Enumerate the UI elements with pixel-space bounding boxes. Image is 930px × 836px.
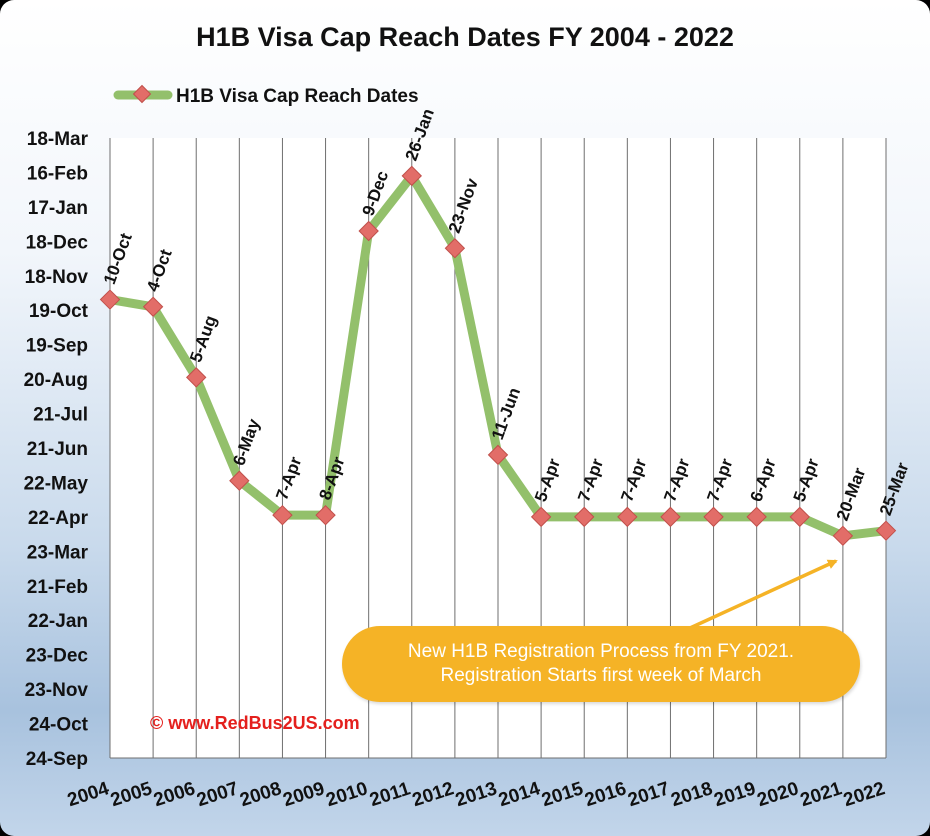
chart-title: H1B Visa Cap Reach Dates FY 2004 - 2022 xyxy=(196,22,734,52)
y-tick-label: 18-Mar xyxy=(27,129,89,150)
x-tick-label: 2016 xyxy=(582,778,629,811)
data-point-2004 xyxy=(99,289,121,310)
data-point-2011 xyxy=(401,165,422,187)
y-tick-label: 18-Dec xyxy=(26,232,89,253)
data-point-2008 xyxy=(272,504,293,526)
y-tick-label: 21-Jun xyxy=(27,439,88,460)
data-point-2015 xyxy=(574,506,595,528)
data-point-2007 xyxy=(229,470,250,491)
x-tick-label: 2004 xyxy=(65,778,112,811)
x-tick-label: 2010 xyxy=(324,778,371,811)
x-tick-label: 2020 xyxy=(755,778,802,811)
data-point-2022 xyxy=(875,520,897,541)
data-point-2012 xyxy=(444,238,466,259)
y-tick-label: 17-Jan xyxy=(28,198,88,219)
x-tick-label: 2018 xyxy=(669,778,716,811)
callout-note: New H1B Registration Process from FY 202… xyxy=(342,626,860,702)
x-tick-label: 2014 xyxy=(496,778,543,811)
x-tick-label: 2005 xyxy=(108,778,155,811)
y-tick-label: 22-Apr xyxy=(28,508,89,529)
callout-line-1: New H1B Registration Process from FY 202… xyxy=(407,641,795,662)
x-tick-label: 2017 xyxy=(625,778,672,811)
y-tick-label: 23-Dec xyxy=(26,646,89,667)
data-point-2006 xyxy=(186,367,207,388)
data-point-2016 xyxy=(617,506,638,528)
data-point-2020 xyxy=(789,506,810,528)
series-layer xyxy=(99,165,897,547)
y-tick-label: 16-Feb xyxy=(27,163,88,184)
legend-label: H1B Visa Cap Reach Dates xyxy=(176,86,419,107)
x-tick-label: 2006 xyxy=(151,778,198,811)
y-tick-label: 24-Oct xyxy=(29,715,89,736)
y-tick-label: 24-Sep xyxy=(26,749,88,770)
y-tick-label: 23-Nov xyxy=(25,680,89,701)
x-tick-label: 2011 xyxy=(367,778,413,811)
x-tick-label: 2008 xyxy=(237,778,284,811)
copyright-text: © www.RedBus2US.com xyxy=(150,713,360,733)
y-axis: 18-Mar 16-Feb 17-Jan 18-Dec 18-Nov 19-Oct 19-S… xyxy=(24,129,89,770)
x-tick-label: 2019 xyxy=(712,778,759,811)
y-tick-label: 20-Aug xyxy=(24,370,88,391)
data-point-2021 xyxy=(832,525,854,547)
y-tick-label: 21-Jul xyxy=(33,405,88,426)
x-tick-label: 2007 xyxy=(194,778,241,811)
callout-arrow xyxy=(689,559,838,630)
y-tick-label: 22-May xyxy=(24,473,89,494)
data-point-2017 xyxy=(660,506,681,528)
x-tick-label: 2013 xyxy=(453,778,500,811)
x-tick-label: 2021 xyxy=(798,778,845,811)
x-axis: 2004200520062007200820092010201120122013… xyxy=(65,778,888,811)
data-point-2009 xyxy=(315,504,336,526)
y-tick-label: 18-Nov xyxy=(25,267,89,288)
data-point-2010 xyxy=(358,220,379,242)
x-tick-label: 2012 xyxy=(410,778,457,811)
x-tick-label: 2022 xyxy=(841,778,888,811)
x-tick-label: 2009 xyxy=(281,778,328,811)
data-point-2018 xyxy=(703,506,724,528)
data-point-2014 xyxy=(530,506,552,528)
x-tick-label: 2015 xyxy=(539,778,586,811)
legend: H1B Visa Cap Reach Dates xyxy=(113,84,419,107)
data-point-2013 xyxy=(487,444,509,466)
y-tick-label: 23-Mar xyxy=(27,542,89,563)
y-tick-label: 22-Jan xyxy=(28,611,88,632)
legend-marker-swatch xyxy=(132,84,152,104)
data-point-2005 xyxy=(142,296,164,317)
data-point-2019 xyxy=(746,506,767,528)
y-tick-label: 19-Oct xyxy=(29,301,89,322)
callout-line-2: Registration Starts first week of March xyxy=(440,665,762,686)
y-tick-label: 19-Sep xyxy=(26,336,88,357)
y-tick-label: 21-Feb xyxy=(27,577,88,598)
